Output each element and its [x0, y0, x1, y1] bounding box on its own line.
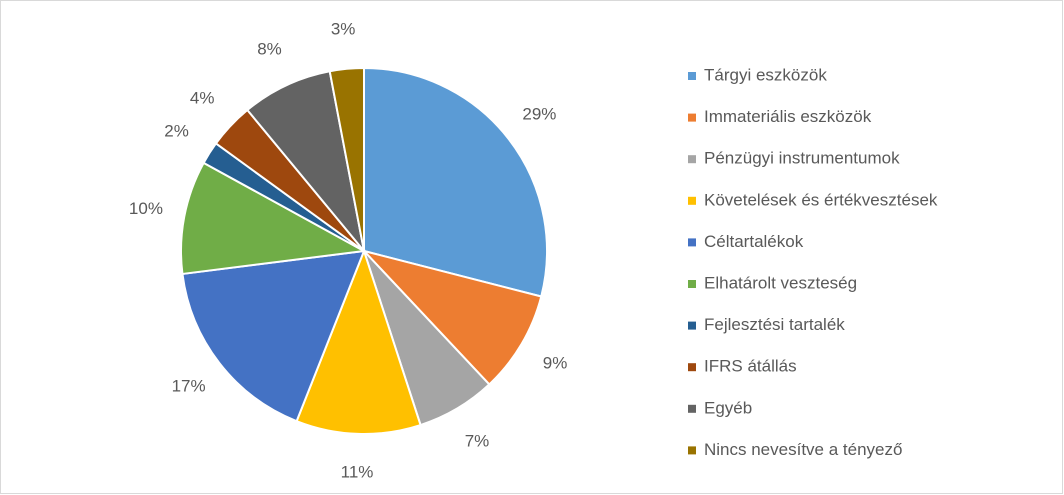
legend-swatch — [688, 280, 696, 288]
legend-label: Tárgyi eszközök — [704, 65, 827, 84]
legend-swatch — [688, 72, 696, 80]
pie-slice — [181, 249, 366, 423]
data-label: 7% — [465, 432, 490, 451]
data-label: 11% — [341, 462, 374, 481]
data-label: 17% — [172, 377, 206, 396]
legend-label: Céltartalékok — [704, 232, 804, 251]
pie-slice — [245, 70, 365, 252]
data-label: 2% — [164, 122, 189, 141]
pie-slice — [360, 249, 543, 386]
legend-swatch — [688, 238, 696, 247]
pie-slice — [363, 66, 548, 298]
data-label: 3% — [331, 19, 356, 38]
legend-swatch — [688, 404, 696, 413]
data-label: 8% — [257, 40, 282, 59]
data-label: 29% — [522, 104, 556, 123]
legend-swatch — [688, 155, 696, 164]
legend-label: Nincs nevesítve a tényező — [704, 440, 902, 459]
legend-label: Elhatárolt veszteség — [704, 273, 857, 292]
legend-label: Egyéb — [704, 398, 752, 417]
legend-swatch — [688, 446, 696, 455]
legend-label: Pénzügyi instrumentumok — [704, 149, 900, 168]
legend-swatch — [688, 363, 696, 372]
legend-label: IFRS átállás — [704, 357, 797, 376]
legend-label: Fejlesztési tartalék — [704, 315, 845, 334]
legend-label: Immateriális eszközök — [704, 107, 872, 126]
legend-swatch — [688, 196, 696, 205]
pie-slice — [180, 161, 368, 276]
data-label: 4% — [190, 89, 215, 108]
pie-slice — [295, 248, 422, 435]
legend-swatch — [688, 321, 696, 330]
legend-label: Követelések és értékvesztések — [704, 190, 938, 209]
legend-swatch — [688, 113, 696, 122]
data-label: 10% — [129, 199, 163, 218]
data-label: 9% — [543, 353, 568, 372]
pie-slice — [328, 66, 365, 252]
